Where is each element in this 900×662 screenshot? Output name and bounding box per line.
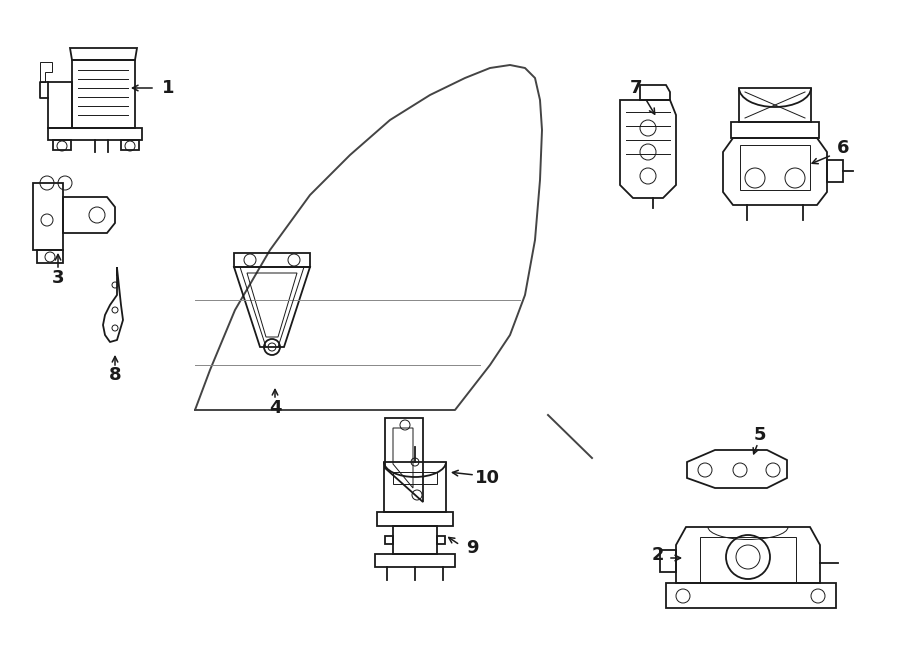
Bar [384,462,446,512]
Bar [740,145,810,190]
Text: 7: 7 [630,79,643,97]
Text: 5: 5 [754,426,766,444]
Bar [377,512,453,526]
Bar [731,122,819,138]
Text: 4: 4 [269,399,281,417]
Bar [666,583,836,608]
Text: 3: 3 [52,269,64,287]
Text: 6: 6 [837,139,850,157]
Text: 8: 8 [109,366,122,384]
Bar [393,472,437,484]
Text: 9: 9 [466,539,478,557]
Bar [700,537,796,583]
Text: 1: 1 [162,79,175,97]
Text: 10: 10 [474,469,500,487]
Bar [393,526,437,554]
Bar [375,554,455,567]
Bar [660,550,676,572]
Bar [827,160,843,182]
Text: 2: 2 [652,546,664,564]
